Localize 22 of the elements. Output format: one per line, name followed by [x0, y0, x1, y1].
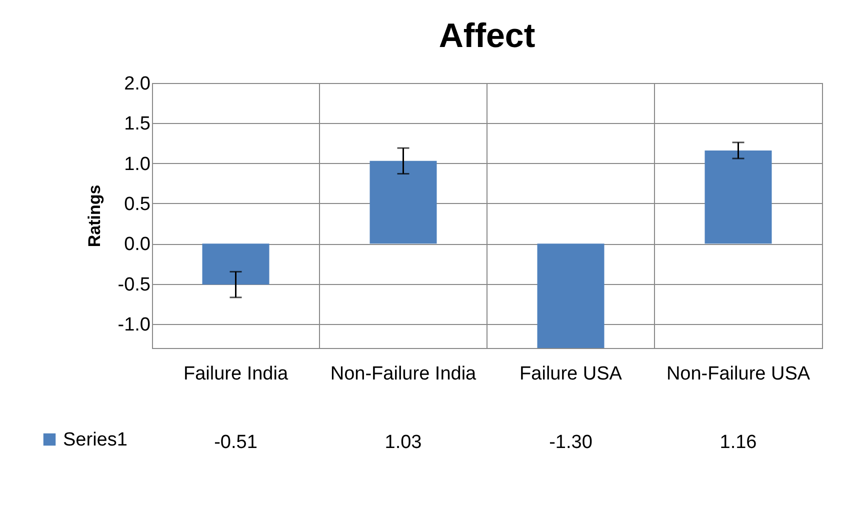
bar [537, 244, 604, 348]
x-tick-label: Non-Failure India [330, 364, 477, 384]
y-tick-label: 0.5 [124, 194, 150, 215]
y-tick-label: 2.0 [124, 74, 150, 94]
chart-title: Affect [438, 17, 536, 55]
y-tick-label: 1.5 [124, 114, 150, 135]
data-label: -0.51 [214, 432, 258, 453]
data-label: 1.03 [384, 432, 422, 453]
y-axis-title: Ratings [84, 184, 104, 248]
data-label: 1.16 [720, 432, 757, 453]
x-tick-label: Failure USA [520, 364, 622, 384]
y-tick-label: -1.0 [118, 314, 150, 336]
x-tick-label: Non-Failure USA [666, 364, 810, 384]
bar [704, 150, 772, 244]
y-tick-label: -0.5 [118, 274, 150, 296]
x-tick-label: Failure India [183, 364, 288, 384]
data-label: -1.30 [549, 432, 592, 453]
bar [202, 244, 270, 285]
legend-label: Series1 [63, 430, 128, 450]
y-tick-label: 0.0 [124, 234, 150, 256]
bar [370, 160, 437, 244]
y-tick-label: 1.0 [124, 154, 150, 175]
